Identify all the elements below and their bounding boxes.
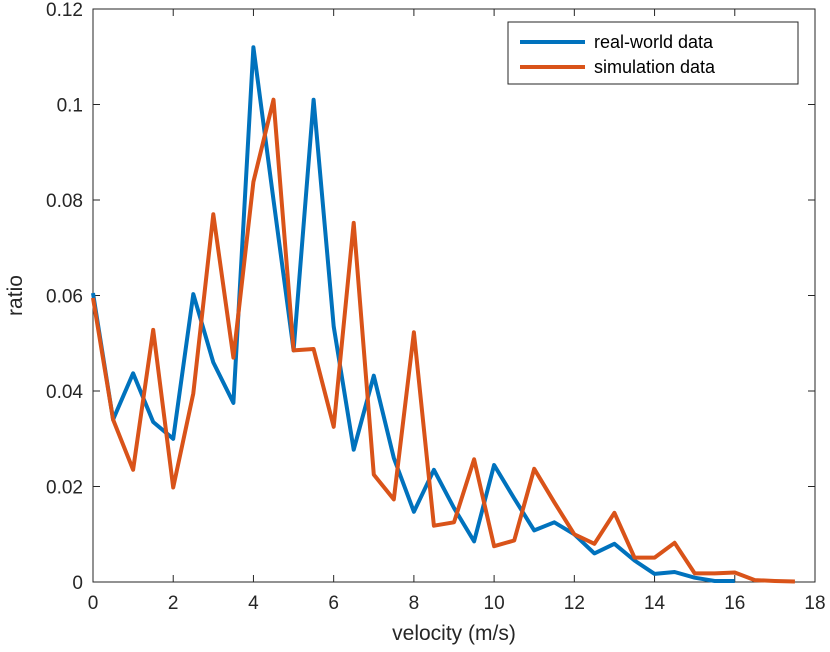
- legend-label-simulation-data: simulation data: [594, 57, 716, 77]
- legend: real-world data simulation data: [507, 21, 799, 85]
- x-tick-label: 8: [409, 593, 420, 614]
- y-tick-label: 0.08: [46, 191, 83, 212]
- plot-area: [92, 8, 816, 583]
- x-tick-label: 18: [804, 593, 825, 614]
- y-tick-label: 0.02: [46, 478, 83, 499]
- y-tick-label: 0.06: [46, 287, 83, 308]
- axes-box: [92, 8, 816, 583]
- x-tick-label: 0: [88, 593, 99, 614]
- x-tick-label: 6: [328, 593, 339, 614]
- x-tick-label: 10: [484, 593, 505, 614]
- y-tick-label: 0.04: [46, 382, 83, 403]
- y-axis-label: ratio: [4, 275, 27, 316]
- legend-label-real-world-data: real-world data: [594, 32, 714, 52]
- x-tick-label: 2: [168, 593, 179, 614]
- series-line-simulation-data: [91, 97, 795, 584]
- x-tick-label: 12: [564, 593, 585, 614]
- x-tick-label: 14: [644, 593, 666, 614]
- x-tick-label: 4: [248, 593, 259, 614]
- legend-box: [507, 21, 799, 85]
- y-tick-label: 0: [72, 573, 83, 594]
- x-tick-label: 16: [724, 593, 745, 614]
- y-tick-label: 0.12: [46, 0, 83, 21]
- x-axis-label: velocity (m/s): [392, 622, 516, 645]
- series-layer: [91, 45, 795, 584]
- y-tick-label: 0.1: [57, 96, 83, 117]
